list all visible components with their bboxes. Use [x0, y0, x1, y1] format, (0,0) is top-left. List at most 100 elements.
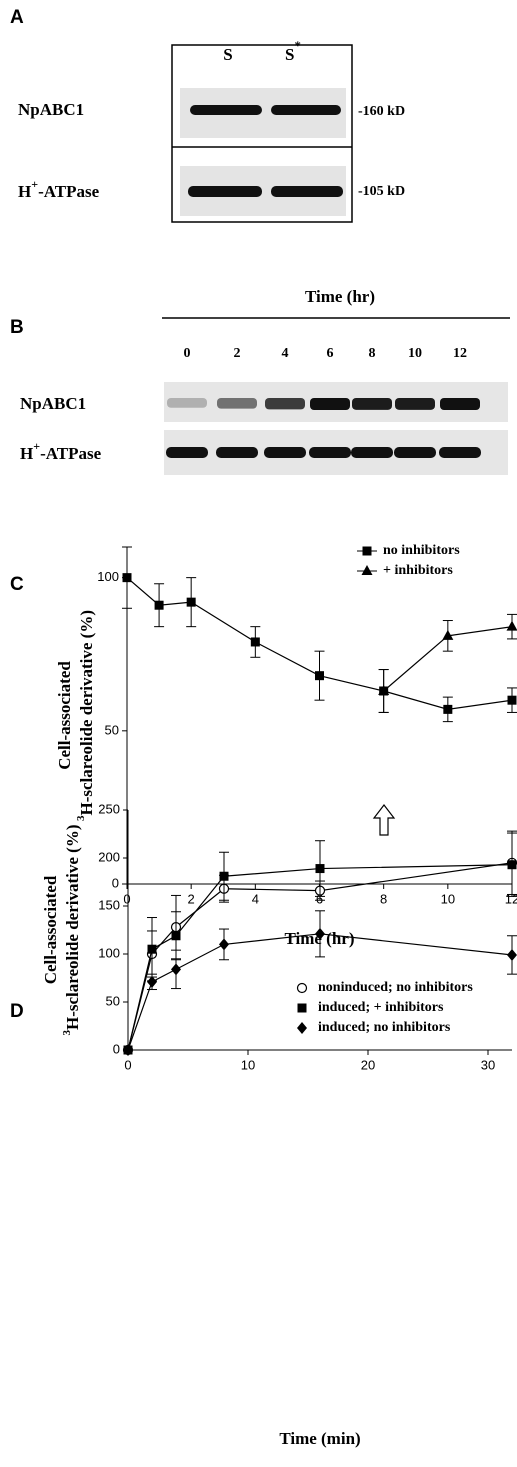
- marker: [316, 864, 325, 873]
- panel-label: A: [10, 7, 24, 28]
- marker: [507, 621, 517, 631]
- marker: [315, 671, 324, 680]
- band: [264, 447, 306, 458]
- legend-label: + inhibitors: [383, 563, 453, 578]
- lane-label: S*: [285, 38, 301, 64]
- y-tick-label: 150: [98, 897, 120, 912]
- axis-title: Time (hr): [305, 287, 375, 306]
- marker: [219, 938, 229, 950]
- x-tick-label: 12: [505, 891, 517, 906]
- x-tick-label: 0: [123, 891, 130, 906]
- row-label: H+-ATPase: [18, 177, 100, 201]
- arrow: [374, 805, 394, 835]
- x-tick-label: 0: [124, 1057, 131, 1072]
- band: [217, 398, 257, 409]
- marker: [187, 598, 196, 607]
- legend-marker: [297, 1022, 307, 1034]
- band: [166, 447, 208, 458]
- lane-text: S: [223, 45, 232, 64]
- marker: [220, 872, 229, 881]
- band: [310, 398, 350, 410]
- y-tick-label: 200: [98, 849, 120, 864]
- band: [352, 398, 392, 410]
- figure: A S S* NpABC1 H+-ATPase -160 kD -105 kD …: [0, 0, 517, 1467]
- blot-b: [164, 382, 508, 475]
- lane-label: 12: [453, 346, 467, 361]
- band: [271, 105, 341, 115]
- y-tick-label: 0: [113, 1041, 120, 1056]
- panel-label: D: [10, 1001, 24, 1022]
- y-label: 3H-sclareolide derivative (%): [75, 610, 96, 821]
- y-label-text: H-sclareolide derivative (%): [77, 610, 96, 816]
- lane-label: 6: [327, 346, 334, 361]
- row-label: H+-ATPase: [20, 439, 102, 463]
- lane-label: S: [223, 45, 232, 64]
- marker: [147, 976, 157, 988]
- legend-label: noninduced; no inhibitors: [318, 980, 473, 995]
- x-tick-label: 4: [252, 891, 259, 906]
- x-tick-label: 10: [441, 891, 455, 906]
- marker: [507, 949, 517, 961]
- marker: [508, 696, 517, 705]
- marker: [171, 963, 181, 975]
- y-tick-label: 250: [98, 801, 120, 816]
- y-label: 3H-sclareolide derivative (%): [61, 824, 82, 1035]
- band: [309, 447, 351, 458]
- x-tick-label: 10: [241, 1057, 255, 1072]
- row-text: H: [18, 182, 31, 201]
- y-tick-label: 50: [106, 993, 120, 1008]
- x-tick-label: 20: [361, 1057, 375, 1072]
- y-tick-label: 100: [97, 569, 119, 584]
- chart: C050100024681012Time (hr)Cell-associated…: [10, 543, 517, 948]
- band: [439, 447, 481, 458]
- y-tick-label: 100: [98, 945, 120, 960]
- row-text: -ATPase: [40, 444, 102, 463]
- marker: [172, 931, 181, 940]
- marker: [251, 637, 260, 646]
- band: [190, 105, 262, 115]
- lane-label: 2: [234, 346, 241, 361]
- lane-label: 0: [184, 346, 191, 361]
- lane-label: 10: [408, 346, 422, 361]
- band: [188, 186, 262, 197]
- row-label: NpABC1: [18, 100, 84, 119]
- lane-label: 4: [282, 346, 289, 361]
- panel-label: C: [10, 574, 24, 595]
- panel-label: B: [10, 317, 24, 338]
- legend-label: no inhibitors: [383, 543, 460, 558]
- band: [395, 398, 435, 410]
- legend-label: induced; + inhibitors: [318, 1000, 444, 1015]
- legend-marker: [298, 1004, 307, 1013]
- row-label: NpABC1: [20, 394, 86, 413]
- y-label-text: H-sclareolide derivative (%): [63, 824, 82, 1030]
- band: [351, 447, 393, 458]
- band: [271, 186, 343, 197]
- marker: [148, 945, 157, 954]
- x-label: Time (min): [279, 1429, 360, 1448]
- row-text: H: [20, 444, 33, 463]
- marker: [155, 601, 164, 610]
- band: [167, 398, 207, 408]
- y-tick-label: 0: [112, 875, 119, 890]
- band: [394, 447, 436, 458]
- legend-label: induced; no inhibitors: [318, 1020, 451, 1035]
- y-label: Cell-associated: [41, 875, 60, 984]
- lane-text: S: [285, 45, 294, 64]
- y-label: Cell-associated: [55, 661, 74, 770]
- x-tick-label: 2: [188, 891, 195, 906]
- x-tick-label: 30: [481, 1057, 495, 1072]
- marker: [123, 573, 132, 582]
- band: [440, 398, 480, 410]
- size-marker: -105 kD: [358, 184, 405, 199]
- band: [265, 398, 305, 409]
- x-tick-label: 8: [380, 891, 387, 906]
- size-marker: -160 kD: [358, 104, 405, 119]
- legend-marker: [363, 547, 372, 556]
- legend-marker: [362, 565, 373, 575]
- marker: [508, 860, 517, 869]
- y-tick-label: 50: [105, 722, 119, 737]
- row-text: -ATPase: [38, 182, 100, 201]
- lane-label: 8: [369, 346, 376, 361]
- band: [216, 447, 258, 458]
- marker: [443, 705, 452, 714]
